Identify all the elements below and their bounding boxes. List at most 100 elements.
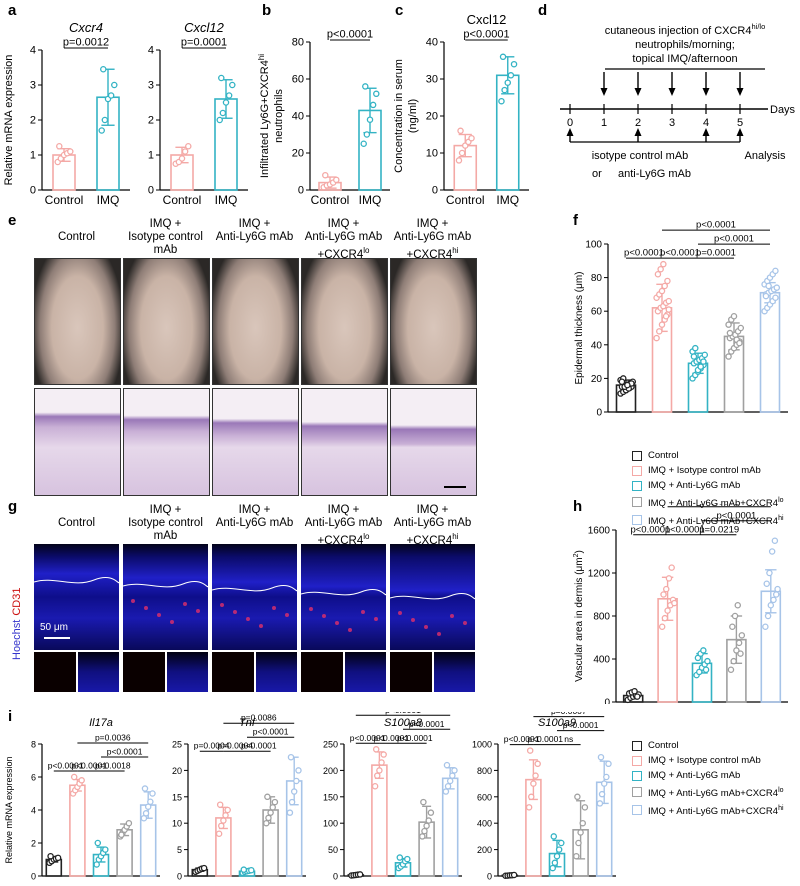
data-point (558, 839, 565, 847)
e-column-header: IMQ + Anti-Ly6G mAb (215, 218, 294, 243)
y-tick-label: 30 (426, 74, 438, 86)
y-tick-label: 100 (585, 240, 602, 251)
data-point (425, 817, 432, 824)
legend-item: IMQ + Anti-Ly6G mAb+CXCR4lo (632, 783, 784, 801)
data-point (773, 284, 781, 291)
data-point (671, 599, 678, 607)
data-point (701, 351, 709, 359)
data-point (575, 839, 582, 847)
d-day-label: 3 (669, 117, 675, 129)
panel-label-c: c (395, 2, 404, 19)
p-value-label: p<0.0001 (107, 747, 143, 757)
data-point (420, 798, 427, 806)
data-point (141, 785, 149, 792)
g-fluorescence-image (390, 544, 475, 650)
p-value-label: p=0.0012 (63, 37, 109, 49)
data-point (549, 864, 556, 872)
d-up-arrow (736, 128, 744, 136)
data-point (446, 777, 454, 785)
data-point (661, 282, 668, 290)
y-tick-label: 4 (31, 806, 36, 816)
d-analysis-label: Analysis (745, 150, 786, 162)
chart-title: Il17a (89, 717, 113, 729)
data-point (178, 155, 186, 162)
legend-swatch (632, 465, 642, 476)
y-tick-label: 80 (591, 273, 603, 284)
data-point (102, 846, 109, 853)
data-point (288, 798, 296, 806)
data-point (240, 866, 248, 873)
chart-i-il17a: Il17a Relative mRNA expression 0 2 4 6 8 p<0.00… (4, 717, 160, 882)
e-scale-bar (444, 486, 466, 488)
legend-f: Control IMQ + Isotype control mAb IMQ + An… (632, 448, 784, 529)
panel-label-d: d (538, 2, 548, 19)
data-point (553, 852, 561, 860)
y-tick-label: 40 (292, 111, 304, 123)
y-axis-label: Relative mRNA expression (3, 55, 15, 186)
e-column-header: IMQ + Anti-Ly6G mAb +CXCR4hi (393, 218, 472, 261)
p-value-label: p=0.0018 (95, 761, 131, 771)
data-point (451, 767, 458, 774)
data-point (504, 79, 512, 86)
data-point (404, 855, 411, 863)
data-point (766, 569, 773, 577)
data-point (525, 804, 533, 811)
legend-swatch (632, 515, 642, 526)
data-point (215, 830, 223, 838)
legend-swatch (632, 805, 642, 816)
data-point (376, 767, 383, 774)
p-value-label: p<0.0001 (350, 733, 386, 743)
p-value-label: p=0.0001 (696, 248, 736, 259)
legend-item: Control (632, 738, 784, 753)
data-point (634, 693, 641, 700)
data-point (729, 623, 736, 631)
x-category-label: Control (311, 193, 350, 207)
d-anti-label: anti-Ly6G mAb (618, 168, 691, 180)
legend-i: Control IMQ + Isotype control mAb IMQ + An… (632, 738, 784, 819)
data-point (772, 591, 780, 598)
data-point (356, 871, 364, 878)
y-tick-label: 0 (30, 185, 36, 197)
data-point (229, 81, 236, 89)
legend-item: IMQ + Anti-Ly6G mAb+CXCR4hi (632, 511, 784, 529)
p-value-label: p<0.0001 (463, 29, 509, 41)
panel-label-h: h (573, 498, 583, 515)
e-mouse-back-photo (301, 258, 388, 385)
data-point (499, 53, 507, 61)
legend-item: IMQ + Anti-Ly6G mAb (632, 478, 784, 493)
d-axis-label: Days (770, 104, 796, 116)
data-point (653, 334, 660, 342)
d-or-label: or (592, 168, 602, 180)
data-point (378, 759, 385, 766)
y-tick-label: 0 (148, 185, 154, 197)
data-point (532, 772, 539, 779)
legend-swatch (632, 787, 642, 798)
e-he-histology (123, 388, 210, 496)
data-point (774, 585, 781, 593)
data-point (573, 852, 580, 860)
y-axis-label-2: (ng/ml) (407, 99, 419, 133)
data-point (224, 806, 231, 814)
y-tick-label: 4 (30, 45, 36, 57)
panel-label-b: b (262, 2, 272, 19)
data-point (295, 767, 302, 774)
y-tick-label: 0 (177, 872, 182, 882)
x-category-label: IMQ (215, 193, 238, 207)
data-point (737, 324, 745, 332)
p-value-label: p<0.0001 (563, 720, 599, 730)
data-point (702, 666, 710, 673)
legend-item: IMQ + Anti-Ly6G mAb (632, 768, 784, 783)
g-fluorescence-image (301, 544, 386, 650)
g-fluorescence-image (34, 544, 119, 650)
data-point (78, 777, 85, 784)
data-point (374, 772, 381, 779)
p-value-label: p=0.0036 (95, 733, 131, 743)
x-category-label: IMQ (496, 193, 519, 207)
data-point (598, 790, 606, 798)
y-tick-label: 20 (426, 111, 438, 123)
panel-label-e: e (8, 212, 17, 229)
data-point (216, 801, 224, 808)
y-tick-label: 1 (148, 150, 154, 162)
data-point (765, 282, 772, 290)
data-point (427, 809, 435, 816)
